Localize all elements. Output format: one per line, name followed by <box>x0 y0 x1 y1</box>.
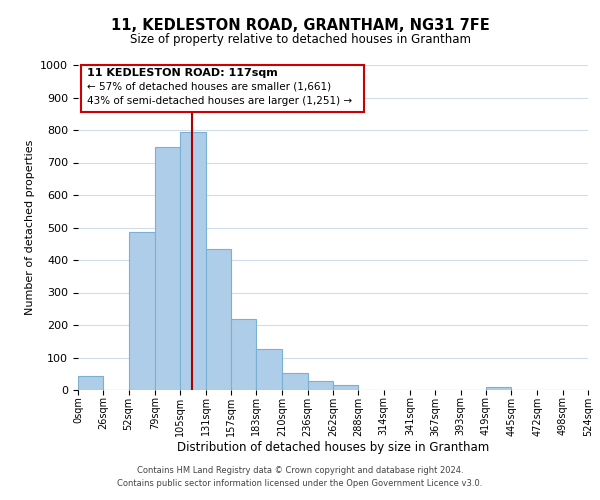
Text: 43% of semi-detached houses are larger (1,251) →: 43% of semi-detached houses are larger (… <box>86 96 352 106</box>
Text: 11, KEDLESTON ROAD, GRANTHAM, NG31 7FE: 11, KEDLESTON ROAD, GRANTHAM, NG31 7FE <box>110 18 490 32</box>
Text: ← 57% of detached houses are smaller (1,661): ← 57% of detached houses are smaller (1,… <box>86 82 331 92</box>
Bar <box>283 373 308 390</box>
Bar <box>180 132 206 390</box>
Bar <box>231 318 256 390</box>
Text: Size of property relative to detached houses in Grantham: Size of property relative to detached ho… <box>130 32 470 46</box>
Text: Contains HM Land Registry data © Crown copyright and database right 2024.
Contai: Contains HM Land Registry data © Crown c… <box>118 466 482 487</box>
Bar <box>205 248 231 390</box>
Bar <box>155 147 180 390</box>
Bar <box>486 388 511 390</box>
FancyBboxPatch shape <box>80 65 364 112</box>
X-axis label: Distribution of detached houses by size in Grantham: Distribution of detached houses by size … <box>177 441 489 454</box>
Bar <box>308 381 333 390</box>
Y-axis label: Number of detached properties: Number of detached properties <box>25 140 35 315</box>
Bar <box>78 376 103 390</box>
Bar <box>333 386 358 390</box>
Text: 11 KEDLESTON ROAD: 117sqm: 11 KEDLESTON ROAD: 117sqm <box>86 68 277 78</box>
Bar <box>256 350 283 390</box>
Bar <box>128 232 155 390</box>
